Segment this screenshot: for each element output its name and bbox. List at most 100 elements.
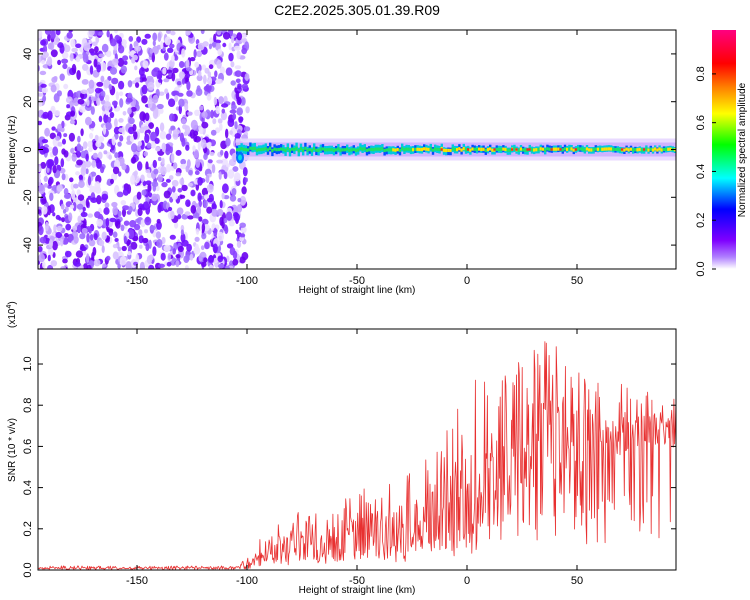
heatmap-cell [392,148,395,152]
heatmap-cell [63,83,69,90]
heatmap-cell [135,82,140,88]
heatmap-cell [78,106,86,113]
heatmap-cell [157,32,162,43]
heatmap-cell [53,76,58,81]
heatmap-cell [107,76,112,81]
heatmap-cell [181,239,189,247]
heatmap-cell [62,258,68,264]
heatmap-cell [203,194,209,200]
heatmap-cell [160,166,167,176]
heatmap-cell [431,148,435,152]
heatmap-cell [315,148,318,152]
heatmap-cell [217,118,223,124]
heatmap-cell [187,215,194,220]
heatmap-cell [117,210,122,217]
heatmap-cell [130,106,137,112]
heatmap-cell [205,174,210,184]
heatmap-cell [324,148,327,152]
heatmap-cell [97,151,103,160]
heatmap-cell [200,30,205,35]
heatmap-cell [80,89,88,95]
heatmap-cell [122,208,126,218]
heatmap-cell [94,134,99,142]
heatmap-cell [167,252,171,261]
heatmap-cell [232,212,239,218]
heatmap-cell [56,184,63,192]
heatmap-cell [104,202,110,208]
heatmap-cell [166,163,172,173]
heatmap-cell [70,38,76,48]
heatmap-cell [376,147,380,151]
heatmap-cell [42,111,49,119]
heatmap-cell [121,245,127,252]
heatmap-cell [157,174,163,183]
heatmap-cell [398,148,402,152]
heatmap-cell [149,225,156,231]
heatmap-cell [169,113,175,122]
heatmap-cell [486,148,490,152]
heatmap-cell [623,148,626,152]
heatmap-cell [111,77,119,85]
heatmap-cell [119,255,127,266]
heatmap-cell [161,142,167,153]
heatmap-cell [213,33,217,43]
heatmap-cell [618,148,622,152]
heatmap-cell [210,129,217,136]
heatmap-cell [372,148,375,152]
heatmap-cell [172,162,178,170]
heatmap-cell [53,224,57,233]
heatmap-cell [164,88,169,94]
heatmap-cell [66,104,70,109]
y-tick-label: 0.4 [22,480,34,495]
heatmap-cell [112,251,119,260]
heatmap-cell [185,67,192,72]
heatmap-cell [277,147,281,152]
heatmap-cell [148,264,155,269]
heatmap-cell [240,226,247,234]
heatmap-cell [304,146,307,150]
heatmap-cell [179,178,185,185]
heatmap-cell [241,83,249,90]
heatmap-cell [136,191,142,200]
heatmap-cell [163,78,170,83]
heatmap-cell [138,229,143,236]
heatmap-cell [194,243,199,251]
heatmap-cell [129,43,133,53]
heatmap-cell [154,137,160,144]
heatmap-cell [658,147,661,151]
heatmap-cell [46,159,53,169]
heatmap-cell [216,30,222,36]
heatmap-cell [87,140,93,148]
heatmap-cell [104,101,112,111]
heatmap-cell [636,148,639,152]
heatmap-cell [548,147,551,151]
heatmap-cell [130,174,135,185]
heatmap-cell [48,239,54,249]
heatmap-cell [596,147,600,151]
heatmap-cell [52,240,58,251]
heatmap-cell [177,92,184,97]
heatmap-cell [171,55,175,62]
heatmap-cell [131,143,138,153]
heatmap-cell [229,194,237,202]
heatmap-cell [80,166,87,177]
heatmap-cell [291,147,294,151]
heatmap-cell [607,147,611,151]
heatmap-cell [61,58,69,64]
heatmap-cell [204,241,210,250]
heatmap-cell [38,209,42,214]
heatmap-cell [456,148,459,152]
heatmap-cell [438,148,441,152]
heatmap-cell [88,227,92,234]
heatmap-cell [201,261,207,267]
heatmap-cell [237,197,242,203]
heatmap-cell [90,106,95,115]
heatmap-cell [215,105,220,115]
heatmap-cell [201,223,206,233]
heatmap-cell [526,148,530,151]
heatmap-cell [90,197,98,204]
heatmap-cell [98,115,103,123]
y-tick-label: 1.0 [22,356,34,371]
heatmap-cell [142,180,147,187]
